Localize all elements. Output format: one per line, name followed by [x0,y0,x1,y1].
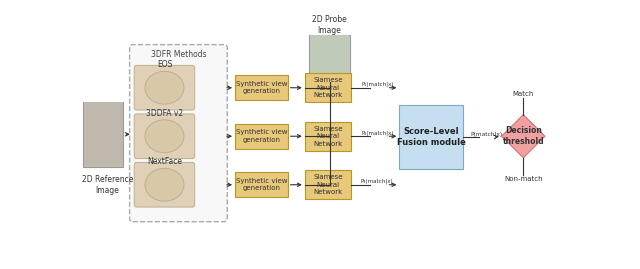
Text: Synthetic view
generation: Synthetic view generation [236,178,287,192]
Text: EOS: EOS [157,60,172,69]
FancyBboxPatch shape [129,45,227,222]
Text: Match: Match [513,91,534,97]
FancyBboxPatch shape [134,162,195,207]
Text: 2D Probe
Image: 2D Probe Image [312,15,347,36]
Bar [305,170,351,199]
Text: Non-match: Non-match [504,176,543,182]
Text: P₂(match|x): P₂(match|x) [361,130,394,136]
Text: 3DFR Methods: 3DFR Methods [150,50,206,59]
Text: NextFace: NextFace [147,157,182,166]
Bar [399,105,463,169]
Bar [83,102,124,167]
Text: Synthetic view
generation: Synthetic view generation [236,129,287,143]
Text: Siamese
Neural
Network: Siamese Neural Network [313,174,343,195]
Text: Siamese
Neural
Network: Siamese Neural Network [313,126,343,147]
Text: 2D Reference
Image: 2D Reference Image [81,175,133,195]
Ellipse shape [145,71,184,104]
Bar [235,172,288,197]
FancyBboxPatch shape [134,65,195,110]
Text: P₃(match|x): P₃(match|x) [361,179,394,185]
Bar [310,35,349,82]
Text: Siamese
Neural
Network: Siamese Neural Network [313,77,343,98]
Bar [235,75,288,100]
Text: P₁(match|x): P₁(match|x) [361,82,394,87]
Ellipse shape [145,120,184,153]
Bar [235,124,288,148]
Ellipse shape [145,168,184,201]
Text: Score-Level
Fusion module: Score-Level Fusion module [397,127,465,147]
Polygon shape [502,115,545,158]
Text: Synthetic view
generation: Synthetic view generation [236,81,287,94]
Bar [309,35,349,82]
Bar [84,102,123,166]
Bar [305,73,351,102]
Text: 3DDFA v2: 3DDFA v2 [146,109,183,118]
Text: P(match|x): P(match|x) [470,131,502,137]
Text: Decision
threshold: Decision threshold [502,126,544,146]
FancyBboxPatch shape [134,114,195,158]
Bar [305,122,351,151]
